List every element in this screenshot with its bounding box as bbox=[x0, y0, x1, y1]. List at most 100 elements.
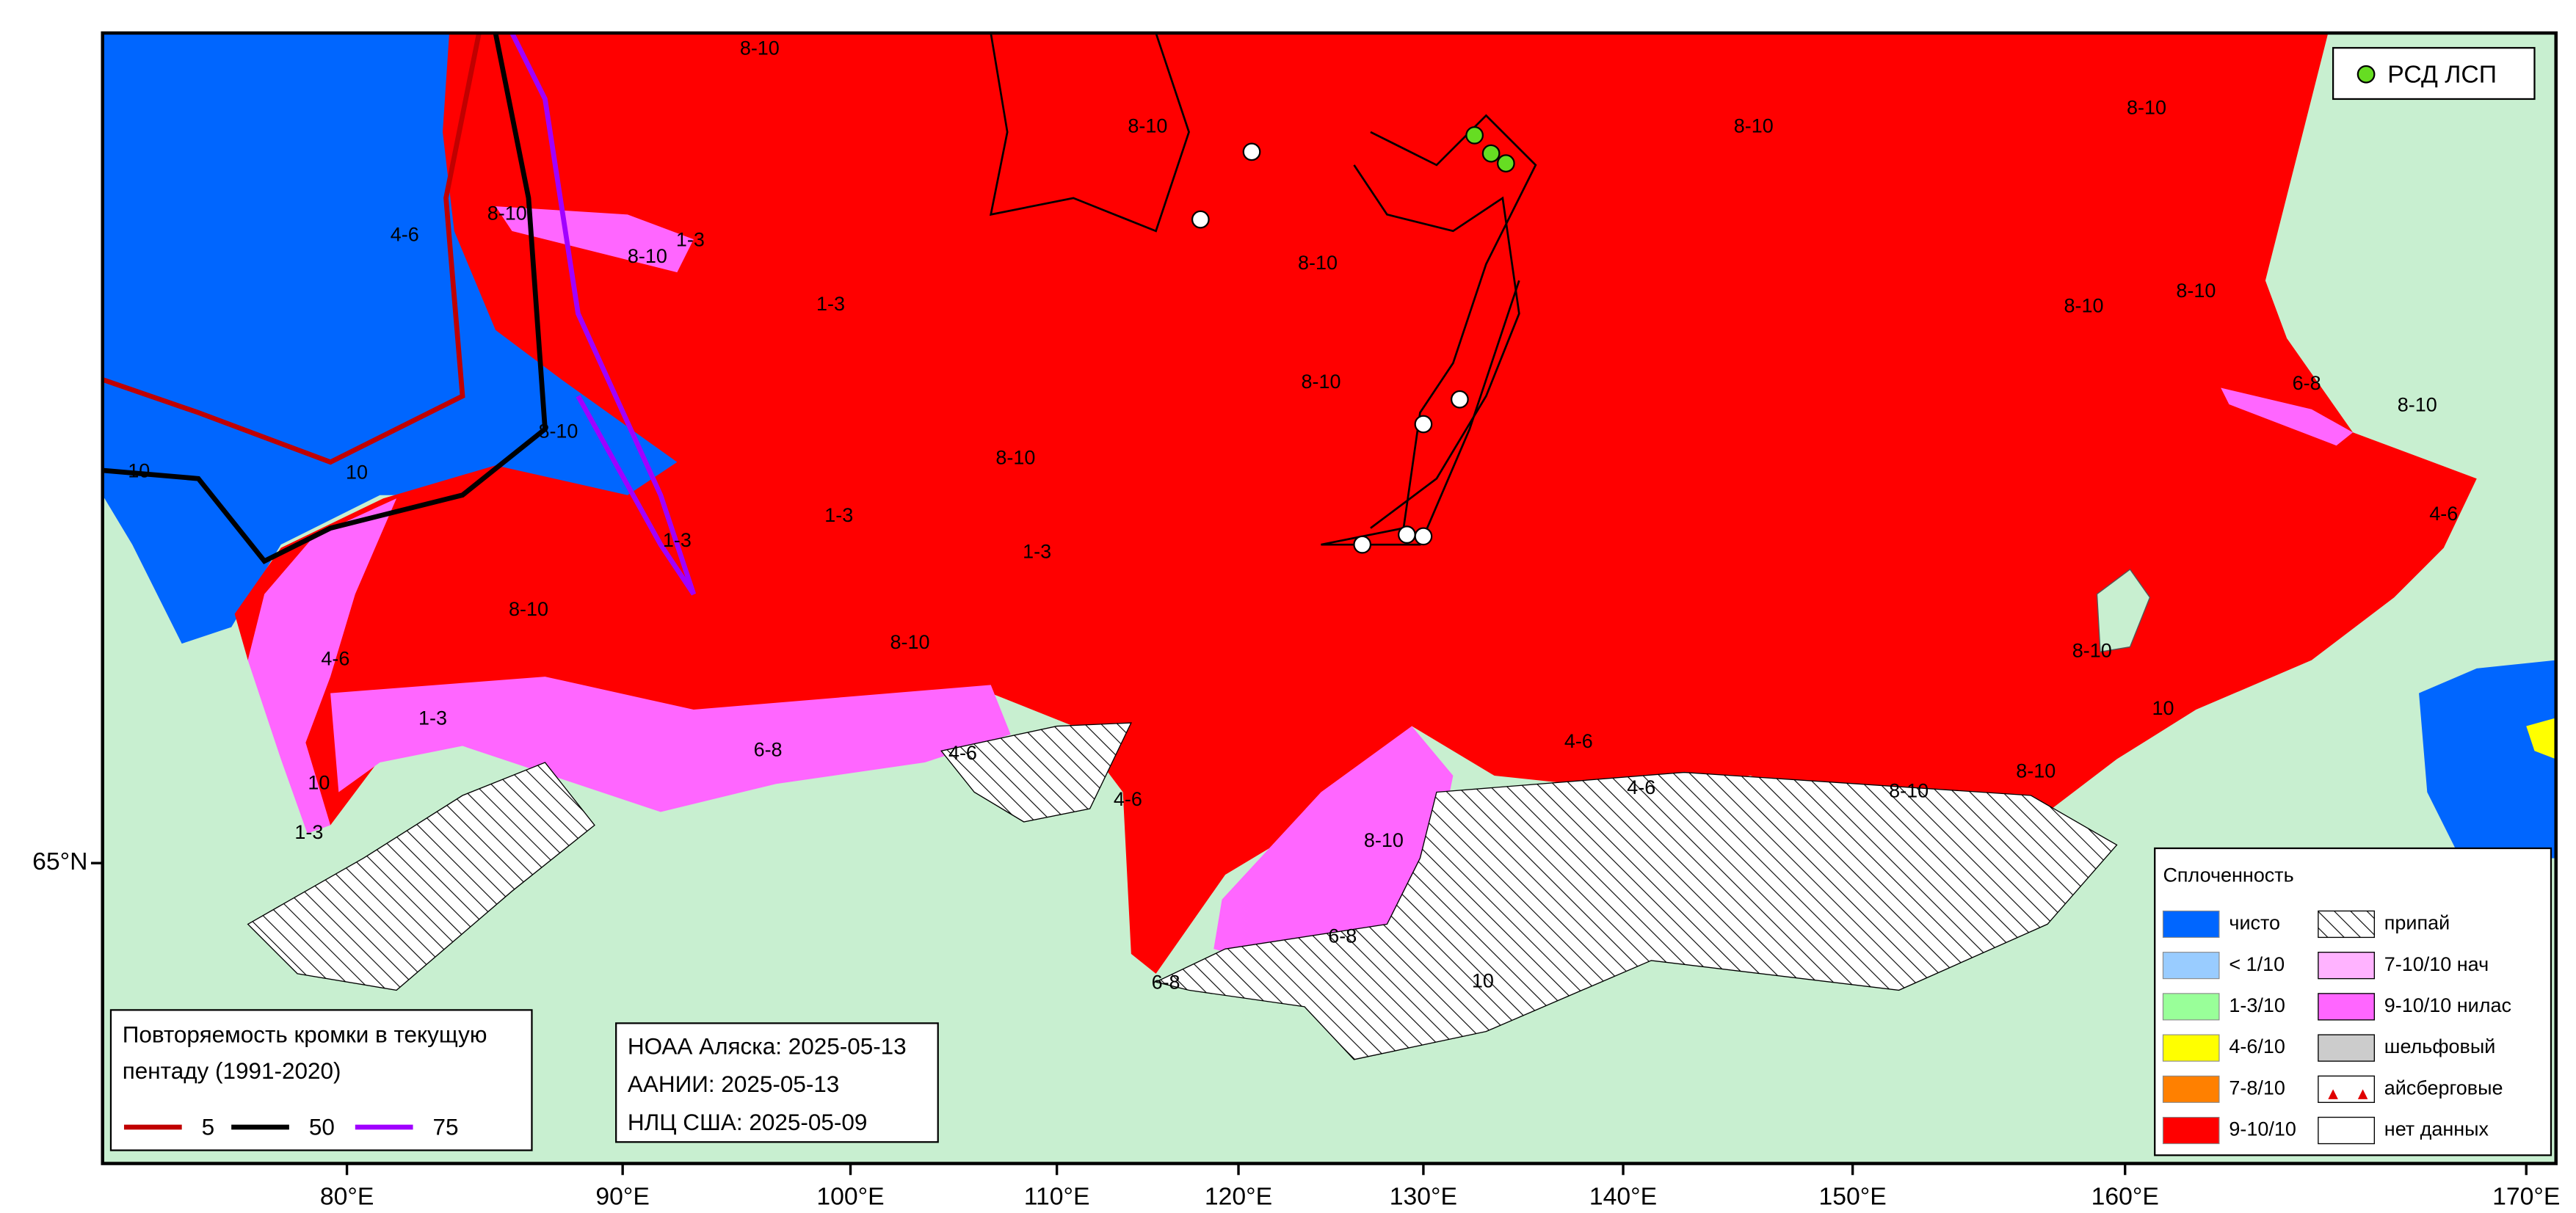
legend-label: чисто bbox=[2229, 912, 2280, 934]
drift-track bbox=[989, 32, 1190, 233]
legend-label: РСД ЛСП bbox=[2387, 60, 2497, 88]
ice-label: 1-3 bbox=[663, 529, 692, 551]
nilas-kara-south bbox=[330, 677, 1011, 812]
ice-label: 6-8 bbox=[754, 738, 783, 760]
chukchi-water bbox=[2419, 660, 2556, 859]
legend-title: Сплоченность bbox=[2163, 864, 2293, 886]
ice-label: 8-10 bbox=[995, 446, 1035, 468]
legend-label: нет данных bbox=[2384, 1118, 2489, 1140]
drifting-station bbox=[1496, 154, 1515, 173]
ice-label: 8-10 bbox=[2176, 280, 2216, 302]
ice-label: 6-8 bbox=[1328, 925, 1357, 947]
ice-label: 8-10 bbox=[2016, 760, 2056, 782]
legend-label: 1-3/10 bbox=[2229, 994, 2285, 1016]
ice-label: 10 bbox=[346, 462, 368, 484]
station bbox=[1414, 527, 1433, 546]
ice-label: 4-6 bbox=[321, 648, 349, 670]
legend-swatch bbox=[2318, 1034, 2376, 1062]
lon-label: 150°E bbox=[1819, 1183, 1887, 1211]
lon-label: 80°E bbox=[320, 1183, 374, 1211]
legend-swatch bbox=[2318, 1116, 2376, 1145]
drift-track bbox=[1353, 164, 1520, 529]
lon-label: 130°E bbox=[1390, 1183, 1457, 1211]
ice-label: 8-10 bbox=[2127, 97, 2166, 119]
station bbox=[1242, 142, 1261, 161]
edge-50 bbox=[102, 32, 548, 564]
station bbox=[1353, 535, 1372, 554]
frame bbox=[101, 31, 2558, 1165]
legend-label: 9-10/10 bbox=[2229, 1118, 2296, 1140]
lon-label: 120°E bbox=[1205, 1183, 1272, 1211]
legend-label: айсберговые bbox=[2384, 1077, 2503, 1099]
legend-label: 50 bbox=[309, 1115, 335, 1140]
edge-5 bbox=[102, 32, 482, 465]
ice-label: 8-10 bbox=[509, 598, 548, 620]
fast-ice-kara bbox=[247, 762, 595, 991]
iceberg-mark bbox=[2357, 1089, 2368, 1099]
ice-label: 1-3 bbox=[816, 293, 845, 315]
nilas-east bbox=[2221, 387, 2354, 446]
axes: 80°E 90°E 100°E 110°E 120°E 130°E 140°E 150°E 16… bbox=[32, 848, 2560, 1211]
legend-title: пентаду (1991-2020) bbox=[123, 1058, 341, 1084]
source-line: НЛЦ США: 2025-05-09 bbox=[628, 1110, 867, 1135]
ice-label: 8-10 bbox=[487, 202, 527, 224]
ice-label: 1-3 bbox=[294, 821, 323, 843]
station-legend: РСД ЛСП bbox=[2332, 47, 2536, 101]
ice-label: 4-6 bbox=[1114, 788, 1142, 810]
ice-label: 10 bbox=[1472, 969, 1494, 991]
legend-label: 4-6/10 bbox=[2229, 1035, 2285, 1057]
drifting-station bbox=[1465, 126, 1484, 145]
concentration-legend: Сплоченность чисто < 1/10 1-3/10 4-6/10 7-8/… bbox=[2154, 847, 2553, 1156]
station bbox=[1191, 210, 1210, 229]
station bbox=[1414, 415, 1433, 434]
legend-title: Повторяемость кромки в текущую bbox=[123, 1022, 487, 1048]
legend-swatch bbox=[2162, 910, 2220, 938]
ice-label: 8-10 bbox=[1889, 780, 1929, 802]
ice-label: 4-6 bbox=[1564, 730, 1593, 752]
ice-labels: 8-10 8-10 8-10 8-10 8-10 8-10 8-10 8-10 8-10 8-10… bbox=[128, 37, 2458, 994]
ice-label: 8-10 bbox=[628, 245, 667, 267]
station bbox=[1398, 525, 1416, 544]
ice-label: 8-10 bbox=[1298, 252, 1338, 274]
station bbox=[1451, 390, 1469, 409]
legend-swatch bbox=[2162, 1075, 2220, 1103]
nilas-laptev bbox=[1213, 726, 1454, 961]
lon-label: 100°E bbox=[816, 1183, 884, 1211]
lon-label: 160°E bbox=[2091, 1183, 2159, 1211]
ice-label: 8-10 bbox=[2072, 639, 2112, 661]
legend-swatch bbox=[2318, 993, 2376, 1021]
ice-label: 1-3 bbox=[676, 228, 705, 250]
ice-label: 8-10 bbox=[1128, 114, 1167, 136]
ice-label: 8-10 bbox=[890, 631, 929, 653]
legend-swatch bbox=[2162, 1034, 2220, 1062]
legend-swatch bbox=[2318, 951, 2376, 980]
ice-label: 8-10 bbox=[2064, 294, 2104, 316]
ice-label: 8-10 bbox=[1734, 114, 1774, 136]
legend-swatch bbox=[2162, 1116, 2220, 1145]
ice-label: 4-6 bbox=[391, 224, 419, 246]
edge-75 bbox=[509, 32, 697, 596]
edge-legend: Повторяемость кромки в текущую пентаду (1… bbox=[109, 1009, 533, 1151]
ice-label: 1-3 bbox=[824, 504, 853, 526]
island-new-siberian bbox=[2096, 568, 2151, 653]
drift-track bbox=[1321, 114, 1537, 546]
lon-label: 110°E bbox=[1024, 1183, 1090, 1211]
lon-label: 140°E bbox=[1589, 1183, 1657, 1211]
lon-label: 170°E bbox=[2492, 1183, 2560, 1211]
ice-label: 6-8 bbox=[1152, 972, 1180, 994]
ice-label: 8-10 bbox=[740, 37, 780, 59]
source-line: НОАА Аляска: 2025-05-13 bbox=[628, 1033, 907, 1059]
ice-label: 4-6 bbox=[2429, 503, 2458, 525]
ice-label: 4-6 bbox=[1627, 776, 1655, 798]
drifting-station bbox=[1481, 144, 1501, 163]
fast-ice-laptev bbox=[1154, 771, 2118, 1060]
nilas-north bbox=[495, 206, 694, 273]
legend-label: шельфовый bbox=[2384, 1035, 2496, 1057]
ice-label: 8-10 bbox=[1301, 371, 1340, 393]
ice-label: 4-6 bbox=[948, 742, 977, 764]
sources-box bbox=[615, 1022, 939, 1143]
ice-label: 10 bbox=[308, 771, 330, 793]
legend-label: < 1/10 bbox=[2229, 953, 2285, 975]
